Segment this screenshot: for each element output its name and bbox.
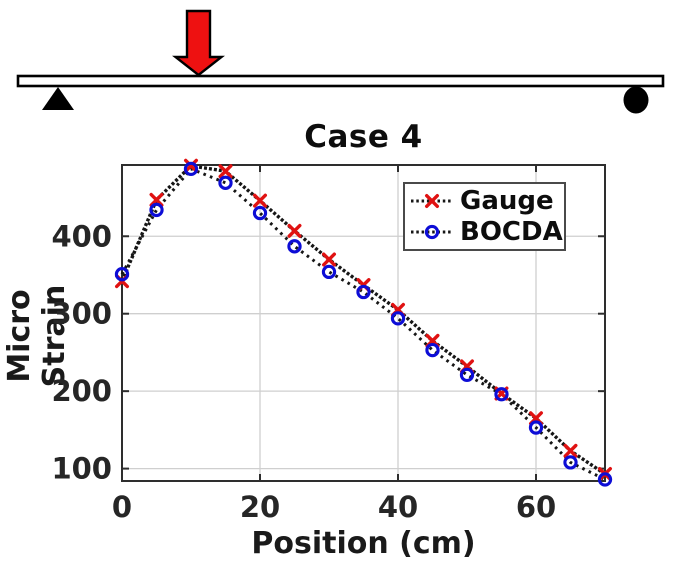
axes <box>121 164 606 482</box>
tick-labels: 0 20 40 60 100 200 300 400 <box>51 219 556 524</box>
legend-entry-bocda: BOCDA <box>409 216 563 248</box>
load-arrow-icon <box>172 9 225 77</box>
beam <box>16 74 665 88</box>
roller-support-icon <box>623 86 649 114</box>
pin-support-icon <box>42 87 74 110</box>
legend-entry-gauge: Gauge <box>409 186 560 217</box>
x-tick-label: 60 <box>516 490 556 524</box>
legend-label-bocda: BOCDA <box>460 216 563 247</box>
x-tick-label: 40 <box>378 490 418 524</box>
y-tick-label: 300 <box>51 297 112 331</box>
y-tick-label: 200 <box>51 374 112 408</box>
bocda-markers <box>114 161 613 487</box>
chart-title: Case 4 <box>304 119 423 155</box>
x-tick-label: 0 <box>112 490 132 524</box>
y-tick-label: 400 <box>51 219 112 253</box>
bocda-line-sample-icon <box>411 224 453 239</box>
gauge-line-sample-icon <box>411 194 453 209</box>
x-axis-label: Position (cm) <box>251 526 476 561</box>
y-tick-label: 100 <box>51 452 112 486</box>
legend: Gauge BOCDA <box>403 182 566 251</box>
x-tick-label: 20 <box>240 490 280 524</box>
beam-diagram <box>16 9 665 114</box>
legend-label-gauge: Gauge <box>460 186 554 217</box>
